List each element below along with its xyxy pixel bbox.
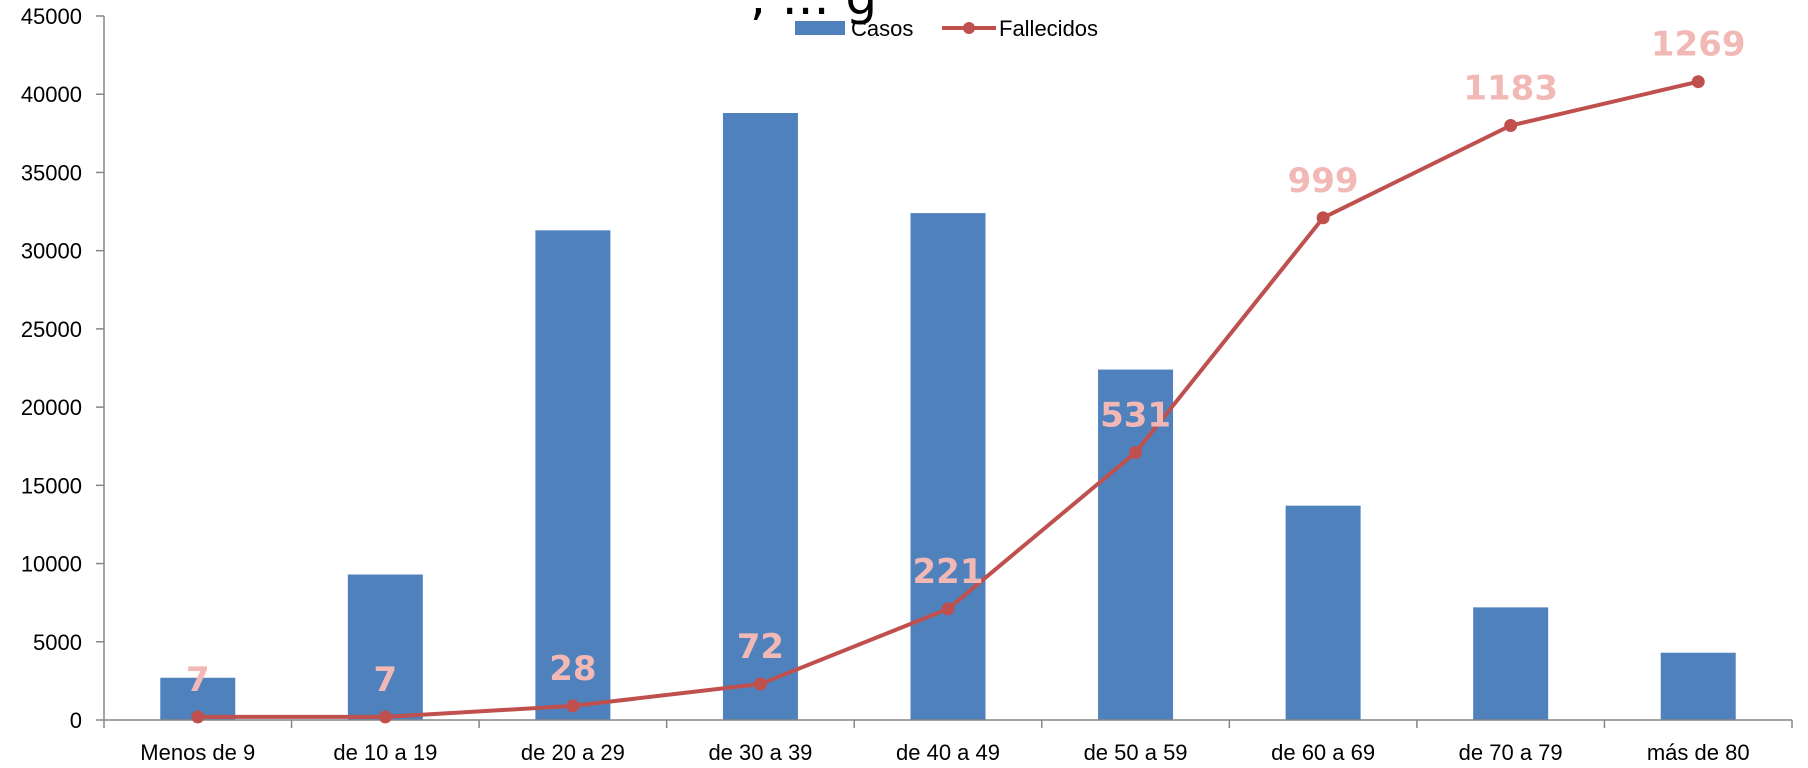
x-tick-label: Menos de 9 [140, 740, 255, 765]
data-label-fallecidos: 221 [913, 552, 984, 592]
y-tick-label: 15000 [21, 473, 82, 498]
y-axis: 0 5000 10000 15000 20000 25000 30000 35000 40000… [21, 4, 105, 733]
bar-casos [1473, 607, 1549, 720]
point-fallecidos [941, 602, 955, 616]
x-tick-label: de 30 a 39 [708, 740, 812, 765]
point-fallecidos [1316, 211, 1330, 225]
y-tick-label: 10000 [21, 552, 82, 577]
bar-casos [1660, 652, 1736, 720]
bars-casos [160, 112, 1736, 721]
x-tick-label: de 40 a 49 [896, 740, 1000, 765]
x-axis: Menos de 9 de 10 a 19 de 20 a 29 de 30 a 39… [103, 719, 1793, 765]
data-label-fallecidos: 531 [1100, 395, 1171, 435]
data-label-fallecidos: 7 [186, 660, 210, 700]
data-label-fallecidos: 1183 [1463, 69, 1558, 109]
y-tick-label: 25000 [21, 317, 82, 342]
point-fallecidos [1129, 445, 1143, 459]
x-tick-label: de 10 a 19 [333, 740, 437, 765]
bar-casos [722, 112, 798, 721]
x-tick-label: más de 80 [1647, 740, 1750, 765]
bar-casos [910, 213, 986, 720]
point-fallecidos [191, 710, 205, 724]
x-tick-label: de 70 a 79 [1459, 740, 1563, 765]
data-labels-fallecidos: 7 7 28 72 221 531 999 1183 1269 [186, 25, 1746, 700]
data-label-fallecidos: 28 [549, 649, 596, 689]
y-tick-label: 40000 [21, 82, 82, 107]
data-label-fallecidos: 999 [1288, 161, 1359, 201]
point-fallecidos [753, 677, 767, 691]
point-fallecidos [1691, 75, 1705, 89]
data-label-fallecidos: 7 [373, 660, 397, 700]
x-tick-label: de 50 a 59 [1084, 740, 1188, 765]
legend-casos-label: Casos [851, 16, 913, 41]
point-fallecidos [1504, 119, 1518, 133]
data-label-fallecidos: 72 [737, 627, 784, 667]
legend-casos-swatch [795, 21, 845, 35]
legend-fallecidos-marker [963, 22, 975, 34]
y-tick-label: 30000 [21, 239, 82, 264]
x-tick-label: de 20 a 29 [521, 740, 625, 765]
y-tick-label: 20000 [21, 395, 82, 420]
legend-fallecidos-label: Fallecidos [999, 16, 1098, 41]
y-tick-label: 5000 [33, 630, 82, 655]
y-tick-label: 0 [70, 708, 82, 733]
bar-casos [1098, 369, 1174, 720]
bar-casos [535, 230, 611, 720]
x-tick-label: de 60 a 69 [1271, 740, 1375, 765]
data-label-fallecidos: 1269 [1651, 25, 1746, 65]
point-fallecidos [566, 699, 580, 713]
y-tick-label: 45000 [21, 4, 82, 29]
bar-casos [1285, 505, 1361, 720]
line-fallecidos [191, 75, 1705, 724]
legend: Casos Fallecidos [795, 16, 1098, 41]
bar-casos [347, 574, 423, 720]
y-tick-label: 35000 [21, 160, 82, 185]
point-fallecidos [378, 710, 392, 724]
